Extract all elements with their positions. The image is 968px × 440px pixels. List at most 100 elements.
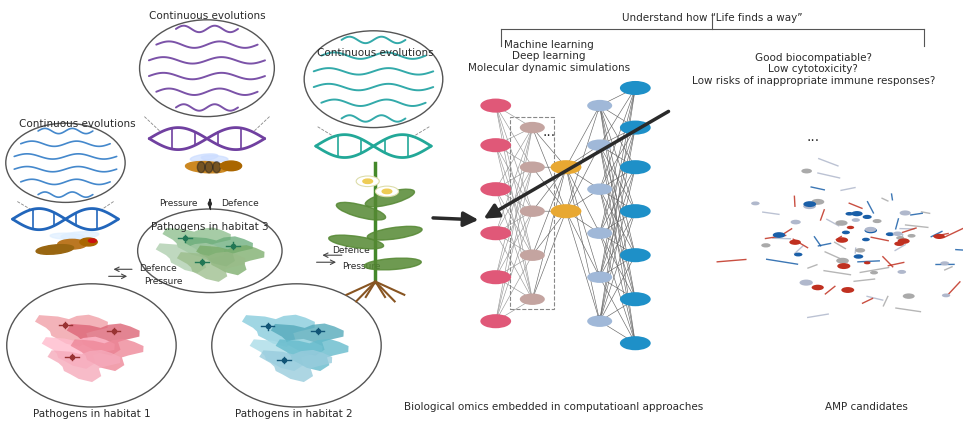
Ellipse shape xyxy=(364,258,421,270)
Circle shape xyxy=(886,232,894,236)
Circle shape xyxy=(856,248,865,253)
Ellipse shape xyxy=(329,235,383,249)
Circle shape xyxy=(620,121,650,135)
Circle shape xyxy=(620,160,650,174)
Polygon shape xyxy=(163,227,230,258)
Polygon shape xyxy=(67,323,139,356)
Circle shape xyxy=(864,227,877,233)
Circle shape xyxy=(772,232,785,238)
Text: Defence: Defence xyxy=(139,264,177,273)
Circle shape xyxy=(221,161,242,171)
Circle shape xyxy=(852,218,860,222)
Polygon shape xyxy=(259,350,332,382)
Circle shape xyxy=(520,249,545,261)
Circle shape xyxy=(864,227,876,232)
Circle shape xyxy=(794,253,802,257)
Circle shape xyxy=(835,220,848,226)
Circle shape xyxy=(480,314,511,328)
Polygon shape xyxy=(250,339,322,371)
Text: Pathogens in habitat 3: Pathogens in habitat 3 xyxy=(151,222,269,232)
Circle shape xyxy=(900,238,908,242)
Circle shape xyxy=(842,231,850,234)
Ellipse shape xyxy=(365,189,414,207)
Text: Pathogens in habitat 1: Pathogens in habitat 1 xyxy=(33,409,150,418)
Circle shape xyxy=(480,182,511,196)
Ellipse shape xyxy=(205,162,213,172)
Polygon shape xyxy=(242,315,315,347)
Circle shape xyxy=(841,287,854,293)
Ellipse shape xyxy=(58,239,86,249)
Circle shape xyxy=(803,201,816,207)
Circle shape xyxy=(620,292,650,306)
Circle shape xyxy=(480,99,511,113)
Circle shape xyxy=(588,227,612,239)
Circle shape xyxy=(620,336,650,350)
Circle shape xyxy=(789,239,801,245)
Circle shape xyxy=(588,315,612,327)
Circle shape xyxy=(862,215,872,219)
Polygon shape xyxy=(35,315,107,347)
Ellipse shape xyxy=(186,161,228,173)
Circle shape xyxy=(88,239,96,242)
Circle shape xyxy=(863,261,870,264)
Circle shape xyxy=(811,285,824,290)
Circle shape xyxy=(903,293,915,299)
Text: Continuous evolutions: Continuous evolutions xyxy=(19,119,136,129)
Text: Continuous evolutions: Continuous evolutions xyxy=(318,48,434,59)
Circle shape xyxy=(837,263,850,269)
Circle shape xyxy=(862,238,870,241)
Ellipse shape xyxy=(197,162,205,172)
Circle shape xyxy=(892,231,902,236)
Circle shape xyxy=(851,211,862,216)
Circle shape xyxy=(620,248,650,262)
Text: Machine learning
Deep learning
Molecular dynamic simulations: Machine learning Deep learning Molecular… xyxy=(468,40,630,73)
Circle shape xyxy=(870,271,878,275)
Polygon shape xyxy=(71,339,143,371)
Text: AMP candidates: AMP candidates xyxy=(825,402,908,412)
Text: Pressure: Pressure xyxy=(144,277,183,286)
Circle shape xyxy=(899,210,911,216)
Circle shape xyxy=(896,236,904,240)
Circle shape xyxy=(908,234,916,238)
Circle shape xyxy=(940,261,950,265)
Text: ···: ··· xyxy=(542,129,556,143)
Polygon shape xyxy=(276,339,348,371)
Ellipse shape xyxy=(201,155,228,161)
Circle shape xyxy=(551,160,582,174)
Circle shape xyxy=(376,186,399,197)
Circle shape xyxy=(854,254,863,259)
Text: Pressure: Pressure xyxy=(159,199,197,208)
Circle shape xyxy=(356,176,379,187)
Circle shape xyxy=(894,242,904,246)
Circle shape xyxy=(480,138,511,152)
Circle shape xyxy=(363,179,373,183)
Circle shape xyxy=(520,293,545,305)
Circle shape xyxy=(836,237,848,243)
Circle shape xyxy=(480,226,511,240)
Text: Good biocompatiable?
Low cytotoxicity?
Low risks of inappropriate immune respons: Good biocompatiable? Low cytotoxicity? L… xyxy=(692,53,935,86)
Text: Defence: Defence xyxy=(332,246,370,255)
Circle shape xyxy=(872,219,882,223)
Circle shape xyxy=(836,258,849,264)
Ellipse shape xyxy=(61,231,99,239)
Circle shape xyxy=(551,204,582,218)
Circle shape xyxy=(811,199,825,205)
Circle shape xyxy=(382,189,392,194)
Polygon shape xyxy=(177,252,245,282)
Text: Defence: Defence xyxy=(222,199,259,208)
Circle shape xyxy=(761,243,771,247)
Circle shape xyxy=(620,81,650,95)
Circle shape xyxy=(942,293,951,297)
Circle shape xyxy=(520,205,545,217)
Text: ···: ··· xyxy=(807,134,820,148)
Polygon shape xyxy=(197,245,264,275)
Circle shape xyxy=(845,212,854,216)
Circle shape xyxy=(847,226,854,229)
Ellipse shape xyxy=(36,245,74,254)
Polygon shape xyxy=(47,350,120,382)
Polygon shape xyxy=(271,323,344,356)
Ellipse shape xyxy=(336,202,385,220)
Ellipse shape xyxy=(367,226,422,240)
Ellipse shape xyxy=(213,162,221,172)
Circle shape xyxy=(933,234,945,239)
